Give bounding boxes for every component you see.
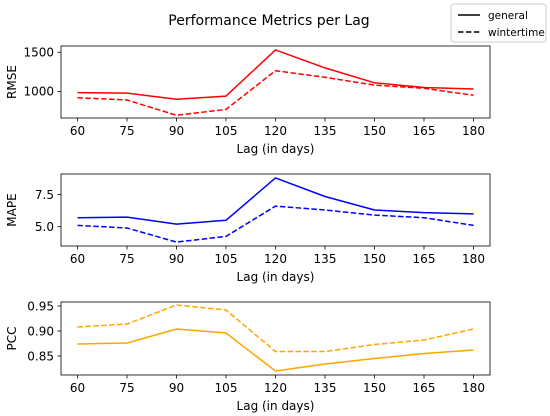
subplot-rmse: 60 75 90 105 120 135 150 165 180 1000 1500 Lag (in … [5, 45, 491, 156]
subplot-pcc: 60 75 90 105 120 135 150 165 180 0.85 0.90 0.95 Lag … [5, 299, 491, 413]
y-tick-label: 0.85 [27, 349, 54, 363]
series-line-mape-general [77, 177, 474, 225]
y-tick-label: 1500 [23, 46, 54, 60]
x-tick-label: 90 [169, 124, 184, 138]
series-line-rmse-general [77, 49, 474, 100]
y-tick-label: 5.0 [35, 220, 54, 234]
x-tick-label: 90 [169, 252, 184, 266]
axes-frame [60, 45, 491, 119]
y-axis-label: MAPE [5, 193, 19, 226]
y-axis-label: RMSE [5, 65, 19, 99]
x-tick-label: 120 [264, 252, 287, 266]
legend-label-wintertime: wintertime [488, 27, 545, 39]
x-tick-label: 105 [215, 124, 238, 138]
x-tick-label: 135 [314, 381, 337, 395]
y-axis-label: PCC [5, 327, 19, 351]
x-tick-label: 165 [413, 252, 436, 266]
x-tick-label: 150 [363, 381, 386, 395]
y-tick-label: 0.90 [27, 324, 54, 338]
x-tick-label: 150 [363, 124, 386, 138]
x-tick-label: 135 [314, 252, 337, 266]
series-line-pcc-general [77, 328, 474, 372]
y-tick-label: 0.95 [27, 299, 54, 313]
legend-label-general: general [488, 10, 528, 22]
x-tick-label: 180 [462, 252, 485, 266]
x-tick-label: 180 [462, 124, 485, 138]
x-axis-label: Lag (in days) [237, 399, 315, 413]
series-line-pcc-wintertime [77, 304, 474, 353]
x-tick-label: 105 [215, 381, 238, 395]
chart-title: Performance Metrics per Lag [168, 13, 369, 29]
x-tick-label: 90 [169, 381, 184, 395]
x-tick-label: 60 [70, 252, 85, 266]
legend: general wintertime [450, 3, 547, 43]
x-tick-label: 180 [462, 381, 485, 395]
subplot-mape: 60 75 90 105 120 135 150 165 180 5.0 7.5 Lag (in da… [5, 173, 491, 284]
x-tick-label: 75 [119, 381, 134, 395]
x-tick-label: 165 [413, 124, 436, 138]
x-tick-label: 120 [264, 381, 287, 395]
x-tick-label: 135 [314, 124, 337, 138]
x-tick-label: 60 [70, 381, 85, 395]
x-axis-label: Lag (in days) [237, 142, 315, 156]
x-tick-label: 165 [413, 381, 436, 395]
axes-frame [60, 173, 491, 247]
y-tick-label: 7.5 [35, 188, 54, 202]
x-tick-label: 75 [119, 124, 134, 138]
x-tick-label: 75 [119, 252, 134, 266]
axes-frame [60, 301, 491, 376]
x-axis-label: Lag (in days) [237, 270, 315, 284]
x-tick-label: 60 [70, 124, 85, 138]
y-tick-label: 1000 [23, 85, 54, 99]
x-tick-label: 120 [264, 124, 287, 138]
x-tick-label: 105 [215, 252, 238, 266]
series-line-rmse-wintertime [77, 69, 474, 117]
x-tick-label: 150 [363, 252, 386, 266]
series-line-mape-wintertime [77, 205, 474, 243]
